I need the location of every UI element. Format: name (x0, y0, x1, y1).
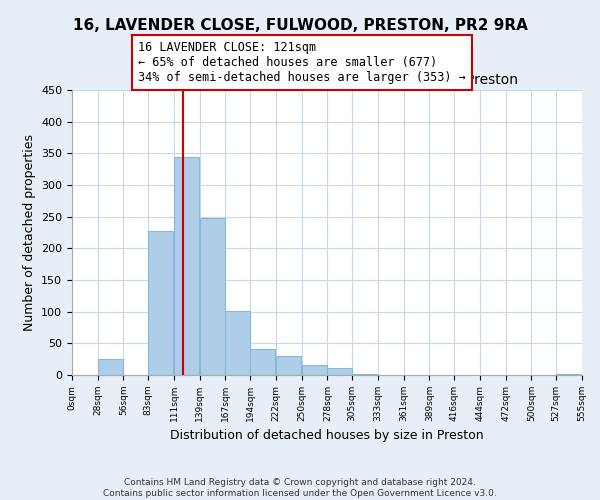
Bar (352, 374, 377, 375)
Text: 16 LAVENDER CLOSE: 121sqm
← 65% of detached houses are smaller (677)
34% of semi: 16 LAVENDER CLOSE: 121sqm ← 65% of detac… (139, 42, 466, 84)
Bar (302, 365, 326, 375)
Bar (328, 368, 352, 375)
Bar (98, 359, 122, 375)
Bar (174, 156, 199, 375)
Bar (200, 218, 224, 375)
Bar (226, 311, 250, 375)
X-axis label: Distribution of detached houses by size in Preston: Distribution of detached houses by size … (170, 430, 484, 442)
Bar (250, 349, 275, 375)
Y-axis label: Number of detached properties: Number of detached properties (23, 134, 35, 331)
Bar (276, 356, 301, 375)
Title: Size of property relative to detached houses in Preston: Size of property relative to detached ho… (136, 74, 518, 88)
Bar (556, 374, 581, 375)
Text: 16, LAVENDER CLOSE, FULWOOD, PRESTON, PR2 9RA: 16, LAVENDER CLOSE, FULWOOD, PRESTON, PR… (73, 18, 527, 32)
Text: Contains HM Land Registry data © Crown copyright and database right 2024.
Contai: Contains HM Land Registry data © Crown c… (103, 478, 497, 498)
Bar (148, 230, 173, 375)
